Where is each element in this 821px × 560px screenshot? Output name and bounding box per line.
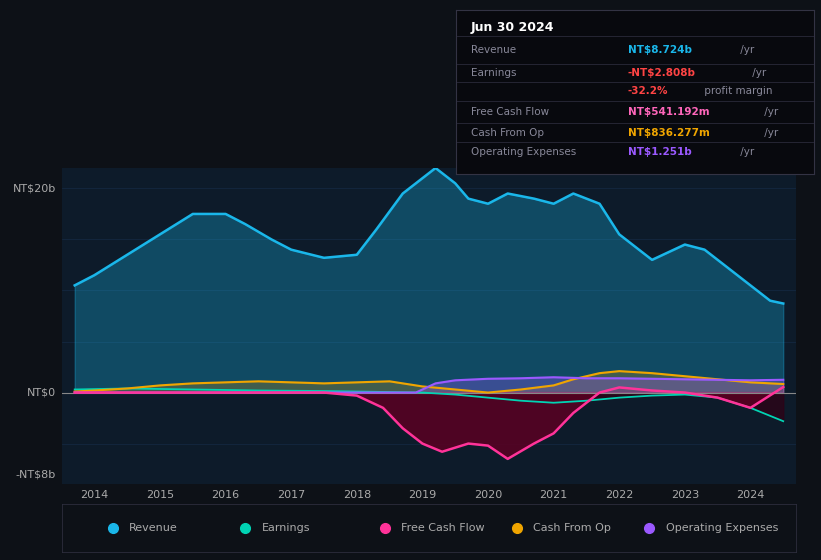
Text: -NT$2.808b: -NT$2.808b	[628, 68, 696, 78]
Text: /yr: /yr	[750, 68, 767, 78]
Text: Operating Expenses: Operating Expenses	[666, 523, 778, 533]
Text: Earnings: Earnings	[470, 68, 516, 78]
Text: NT$1.251b: NT$1.251b	[628, 147, 691, 157]
Text: Free Cash Flow: Free Cash Flow	[470, 107, 549, 117]
Text: NT$836.277m: NT$836.277m	[628, 128, 710, 138]
Text: /yr: /yr	[737, 147, 754, 157]
Text: Jun 30 2024: Jun 30 2024	[470, 21, 554, 34]
Text: NT$20b: NT$20b	[12, 184, 56, 193]
Text: Cash From Op: Cash From Op	[470, 128, 544, 138]
Text: Cash From Op: Cash From Op	[534, 523, 611, 533]
Text: /yr: /yr	[761, 128, 779, 138]
Text: Earnings: Earnings	[261, 523, 310, 533]
Text: Operating Expenses: Operating Expenses	[470, 147, 576, 157]
Text: /yr: /yr	[761, 107, 779, 117]
Text: /yr: /yr	[737, 45, 754, 55]
Text: NT$8.724b: NT$8.724b	[628, 45, 692, 55]
Text: -32.2%: -32.2%	[628, 86, 668, 96]
Text: Revenue: Revenue	[129, 523, 178, 533]
Text: -NT$8b: -NT$8b	[16, 469, 56, 479]
Text: Free Cash Flow: Free Cash Flow	[401, 523, 484, 533]
Text: profit margin: profit margin	[701, 86, 773, 96]
Text: NT$541.192m: NT$541.192m	[628, 107, 709, 117]
Text: NT$0: NT$0	[26, 388, 56, 398]
Text: Revenue: Revenue	[470, 45, 516, 55]
